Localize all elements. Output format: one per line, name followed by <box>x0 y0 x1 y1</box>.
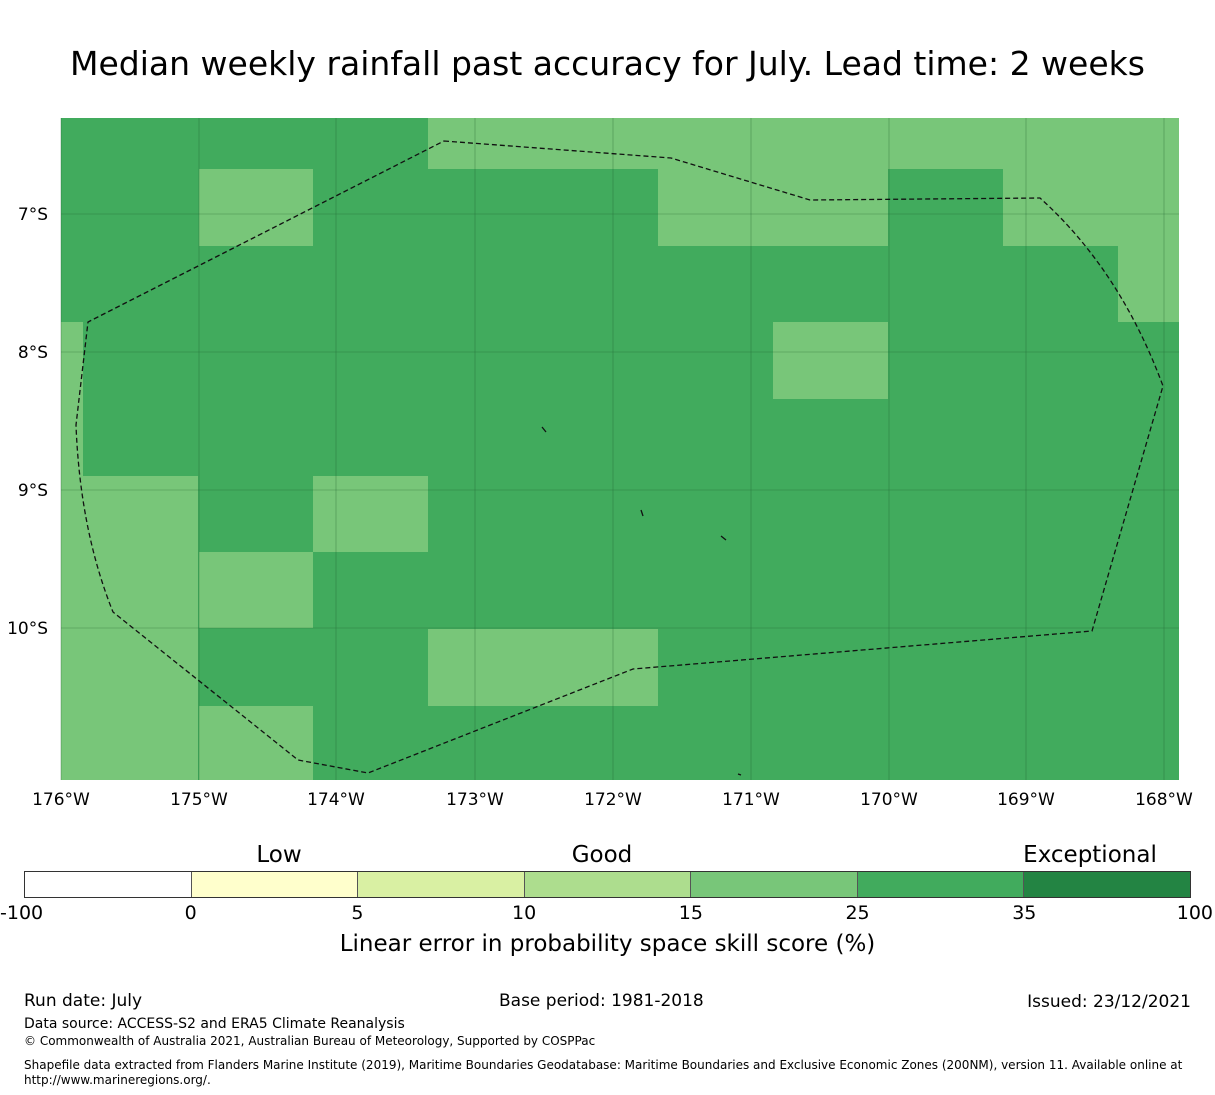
latitude-labels: 7°S 8°S 9°S 10°S <box>7 205 48 639</box>
eez-boundary <box>75 140 1164 774</box>
rainfall-accuracy-map: 7°S8°S9°S10°S 176°W 175°W 174°W 173°W 172°W 1… <box>7 118 1193 810</box>
colorbar-tick-label: 15 <box>678 902 703 924</box>
longitude-label: 173°W <box>446 790 504 810</box>
latitude-label: 8°S <box>18 343 48 363</box>
longitude-label: 169°W <box>997 790 1055 810</box>
longitude-label: 172°W <box>584 790 642 810</box>
colorbar-segment <box>524 872 692 897</box>
latitude-label: 9°S <box>18 481 48 501</box>
islands <box>541 426 742 776</box>
colorbar-segment <box>691 872 858 897</box>
colorbar-label: Linear error in probability space skill … <box>339 931 876 957</box>
longitude-labels: 176°W 175°W 174°W 173°W 172°W 171°W 170°W 169°W… <box>32 790 1193 810</box>
skill-cell <box>313 476 428 552</box>
longitude-label: 168°W <box>1135 790 1193 810</box>
colorbar-segment <box>191 872 359 897</box>
skill-cell <box>428 118 1179 169</box>
colorbar-category-good: Good <box>571 842 633 868</box>
issued-date: Issued: 23/12/2021 <box>1027 992 1191 1012</box>
skill-cell <box>61 322 83 476</box>
colorbar-segment <box>1024 872 1191 897</box>
colorbar-category-exceptional: Exceptional <box>1023 842 1157 868</box>
shapefile-url: http://www.marineregions.org/. <box>24 1073 211 1087</box>
island <box>541 426 547 433</box>
longitude-label: 176°W <box>32 790 90 810</box>
base-period: Base period: 1981-2018 <box>499 991 704 1011</box>
colorbar-category-low: Low <box>256 842 302 868</box>
latitude-label: 10°S <box>7 619 48 639</box>
skill-cell <box>199 706 313 780</box>
colorbar-segment <box>857 872 1025 897</box>
longitude-label: 175°W <box>170 790 228 810</box>
longitude-label: 170°W <box>860 790 918 810</box>
skill-cell <box>1118 246 1179 322</box>
longitude-label: 171°W <box>722 790 780 810</box>
skill-cell <box>199 169 313 246</box>
skill-cell <box>428 629 658 706</box>
skill-cell <box>1003 169 1179 246</box>
colorbar-tick-label: 35 <box>1012 902 1037 924</box>
skill-grid <box>61 118 1179 780</box>
colorbar-tick-label: 100 <box>1176 902 1213 924</box>
map-title: Median weekly rainfall past accuracy for… <box>70 44 1145 83</box>
island <box>720 535 727 541</box>
run-date: Run date: July <box>24 991 143 1011</box>
latitude-label: 7°S <box>18 205 48 225</box>
colorbar-tick-label: -100 <box>0 902 44 924</box>
island <box>737 773 742 776</box>
copyright: © Commonwealth of Australia 2021, Austra… <box>24 1034 596 1048</box>
data-source: Data source: ACCESS-S2 and ERA5 Climate … <box>24 1016 405 1032</box>
skill-cell <box>658 169 888 246</box>
colorbar-tick-label: 0 <box>184 902 197 924</box>
skill-cell <box>773 322 888 399</box>
skill-cell <box>199 552 313 628</box>
colorbar-tick-label: 25 <box>845 902 870 924</box>
shapefile-credit: Shapefile data extracted from Flanders M… <box>24 1058 1183 1072</box>
colorbar-segment <box>358 872 525 897</box>
longitude-label: 174°W <box>307 790 365 810</box>
colorbar-tick-label: 5 <box>351 902 364 924</box>
colorbar-segment <box>25 872 192 897</box>
colorbar-tick-label: 10 <box>512 902 537 924</box>
graticule <box>60 118 1179 780</box>
island <box>640 509 644 517</box>
colorbar <box>24 871 1191 898</box>
